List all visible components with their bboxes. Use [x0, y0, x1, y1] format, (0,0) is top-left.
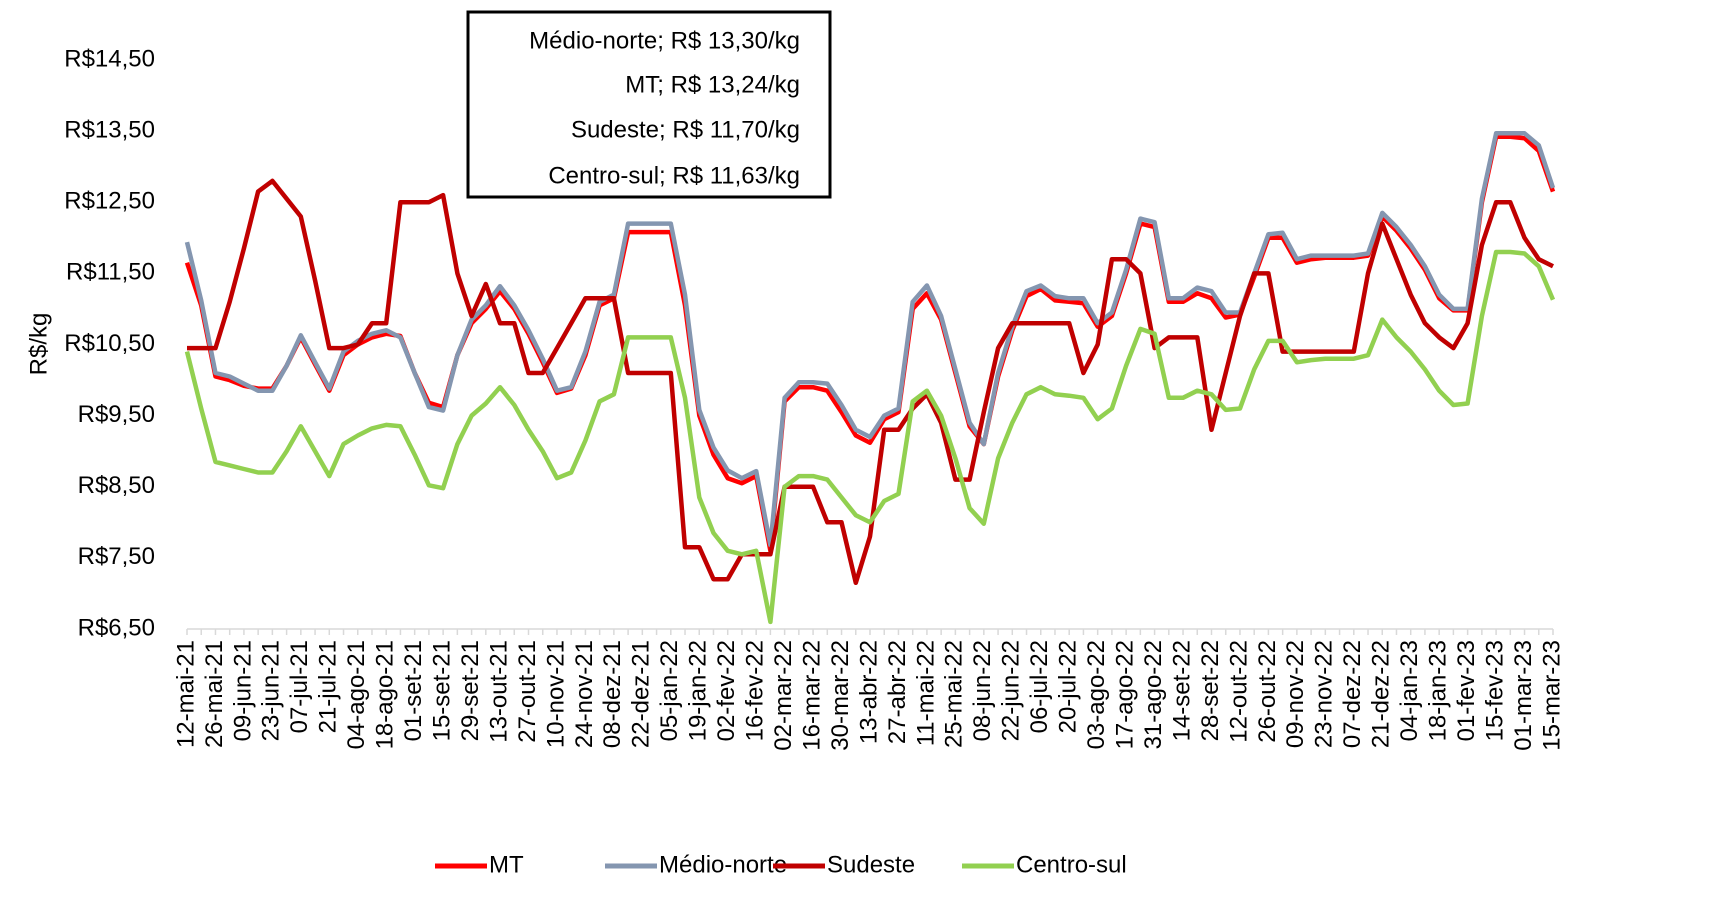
x-tick-label: 01-set-21: [400, 640, 427, 741]
line-series: [184, 249, 1556, 625]
x-tick-label: 31-ago-22: [1140, 640, 1167, 749]
x-tick-label: 02-mar-22: [770, 640, 797, 751]
x-tick-label: 16-mar-22: [798, 640, 825, 751]
x-tick-label: 26-out-22: [1254, 640, 1281, 743]
x-tick-label: 20-jul-22: [1055, 640, 1082, 733]
y-axis-label: R$/kg: [25, 313, 52, 376]
x-tick-label: 08-dez-21: [599, 640, 626, 748]
line-series: [187, 178, 1555, 586]
legend-label: MT: [489, 851, 524, 878]
annotation: Médio-norte; R$ 13,30/kg: [529, 27, 800, 54]
x-tick-label: 29-set-21: [457, 640, 484, 741]
x-tick-label: 27-out-21: [514, 640, 541, 743]
y-tick-label: R$9,50: [78, 401, 155, 428]
line-series: [184, 134, 1556, 554]
x-tick-label: 15-fev-23: [1481, 640, 1508, 741]
x-tick-label: 03-ago-22: [1083, 640, 1110, 749]
x-tick-label: 28-set-22: [1197, 640, 1224, 741]
x-tick-label: 25-mai-22: [941, 640, 968, 748]
x-tick-label: 17-ago-22: [1111, 640, 1138, 749]
legend-label: Sudeste: [827, 851, 915, 878]
x-tick-label: 27-abr-22: [884, 640, 911, 744]
x-tick-label: 14-set-22: [1168, 640, 1195, 741]
x-tick-label: 22-dez-21: [628, 640, 655, 748]
x-tick-label: 16-fev-22: [742, 640, 769, 741]
y-tick-label: R$7,50: [78, 543, 155, 570]
x-tick-label: 06-jul-22: [1026, 640, 1053, 733]
x-tick-label: 15-set-21: [428, 640, 455, 741]
annotation: Sudeste; R$ 11,70/kg: [571, 116, 800, 143]
annotation: MT; R$ 13,24/kg: [625, 71, 800, 98]
x-tick-label: 13-out-21: [485, 640, 512, 743]
x-tick-label: 04-ago-21: [343, 640, 370, 749]
x-tick-label: 08-jun-22: [969, 640, 996, 741]
y-tick-label: R$13,50: [64, 116, 155, 143]
x-tick-label: 01-mar-23: [1510, 640, 1537, 751]
x-tick-label: 02-fev-22: [713, 640, 740, 741]
x-tick-label: 24-nov-21: [571, 640, 598, 748]
x-tick-label: 19-jan-22: [685, 640, 712, 741]
x-tick-label: 23-jun-21: [258, 640, 285, 741]
x-tick-label: 07-dez-22: [1339, 640, 1366, 748]
legend-label: Centro-sul: [1016, 851, 1127, 878]
x-tick-label: 12-mai-21: [172, 640, 199, 748]
x-tick-label: 21-dez-22: [1368, 640, 1395, 748]
y-tick-label: R$10,50: [64, 330, 155, 357]
x-tick-label: 30-mar-22: [827, 640, 854, 751]
y-tick-label: R$11,50: [66, 259, 155, 286]
y-tick-label: R$12,50: [64, 188, 155, 215]
x-tick-label: 12-out-22: [1225, 640, 1252, 743]
y-tick-label: R$14,50: [64, 45, 155, 72]
x-tick-label: 23-nov-22: [1311, 640, 1338, 748]
x-tick-label: 09-nov-22: [1282, 640, 1309, 748]
legend-label: Médio-norte: [659, 851, 787, 878]
annotation-box: [466, 10, 832, 199]
annotation: Centro-sul; R$ 11,63/kg: [548, 162, 800, 189]
x-tick-label: 11-mai-22: [912, 640, 939, 746]
x-tick-label: 04-jan-23: [1396, 640, 1423, 741]
x-tick-label: 21-jul-21: [315, 640, 342, 733]
x-tick-label: 09-jun-21: [229, 640, 256, 741]
x-tick-label: 05-jan-22: [656, 640, 683, 741]
x-tick-label: 18-ago-21: [372, 640, 399, 749]
x-tick-label: 13-abr-22: [855, 640, 882, 744]
y-tick-label: R$8,50: [78, 472, 155, 499]
x-tick-label: 07-jul-21: [286, 640, 313, 733]
x-tick-label: 10-nov-21: [542, 640, 569, 748]
x-tick-label: 26-mai-21: [201, 640, 228, 748]
x-tick-label: 22-jun-22: [998, 640, 1025, 741]
x-tick-label: 18-jan-23: [1425, 640, 1452, 741]
line-series: [184, 131, 1556, 548]
x-tick-label: 01-fev-23: [1453, 640, 1480, 741]
y-tick-label: R$6,50: [78, 614, 155, 641]
x-tick-label: 15-mar-23: [1538, 640, 1565, 751]
